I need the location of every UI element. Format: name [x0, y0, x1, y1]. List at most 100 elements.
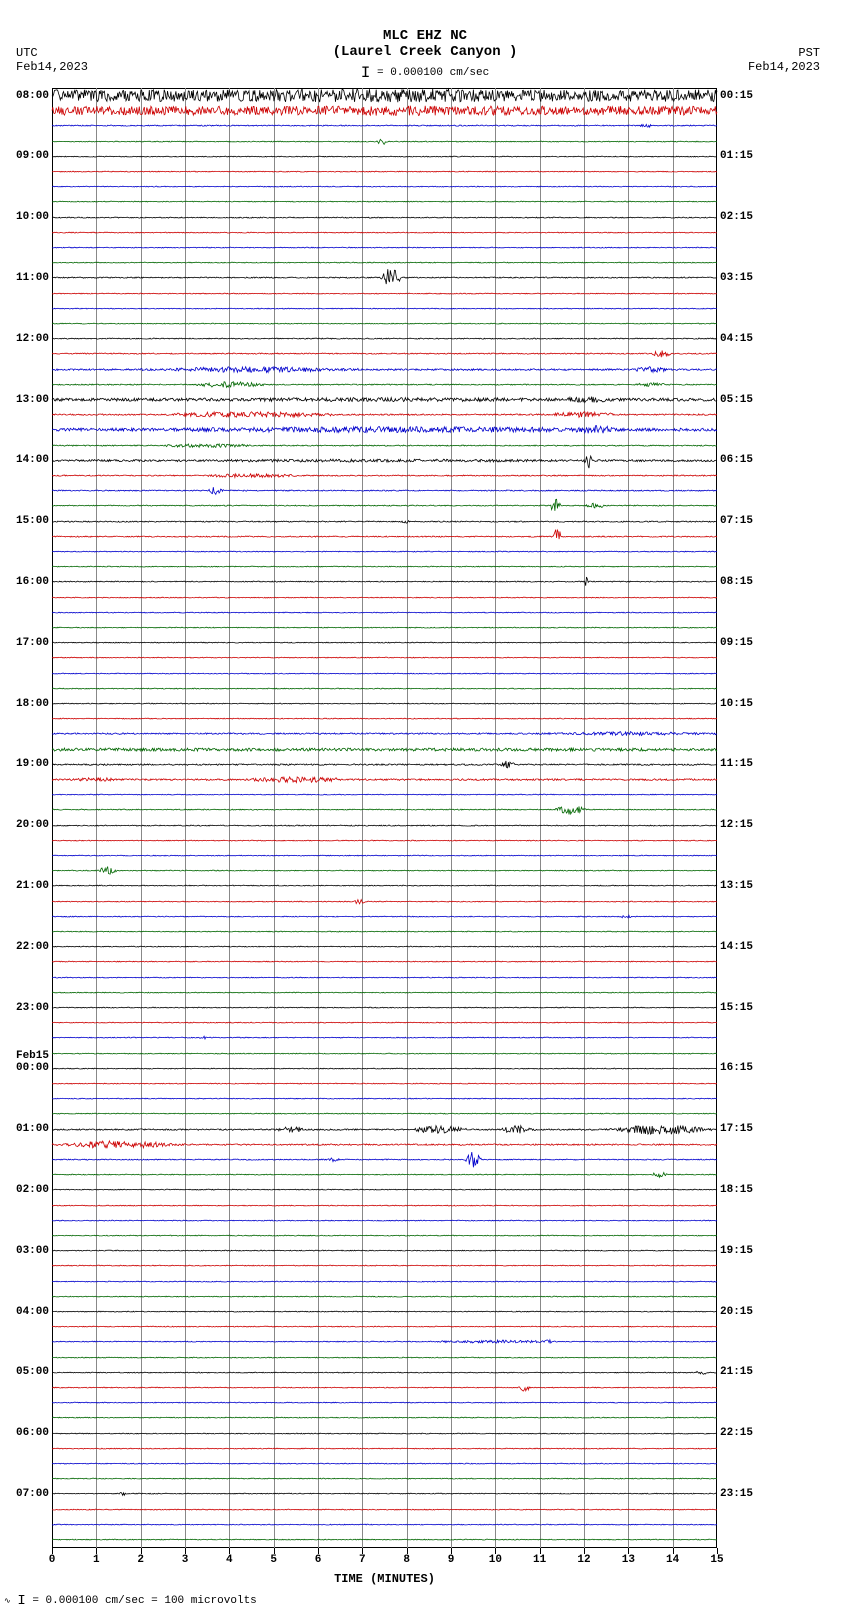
utc-time-label: 03:00 — [16, 1245, 49, 1257]
seismogram-trace — [52, 726, 717, 741]
seismogram-trace — [52, 483, 717, 498]
utc-time-label: 07:00 — [16, 1488, 49, 1500]
seismogram-trace: 21:0013:15 — [52, 878, 717, 893]
seismogram-trace — [52, 711, 717, 726]
seismogram-trace — [52, 422, 717, 437]
scale-bar-icon: I — [361, 64, 371, 82]
seismogram-trace — [52, 1167, 717, 1182]
pst-time-label: 12:15 — [720, 819, 753, 831]
seismogram-trace: 22:0014:15 — [52, 939, 717, 954]
pst-time-label: 04:15 — [720, 333, 753, 345]
seismogram-trace — [52, 681, 717, 696]
station-name: (Laurel Creek Canyon ) — [0, 44, 850, 60]
pst-time-label: 09:15 — [720, 637, 753, 649]
seismogram-trace — [52, 1274, 717, 1289]
x-tick-label: 0 — [49, 1554, 56, 1566]
x-tick-label: 15 — [710, 1554, 723, 1566]
x-tick-label: 1 — [93, 1554, 100, 1566]
seismogram-trace — [52, 255, 717, 270]
seismogram-trace — [52, 1380, 717, 1395]
seismogram-trace: 00:0016:15 — [52, 1061, 717, 1076]
seismogram-trace — [52, 529, 717, 544]
seismogram-trace — [52, 1471, 717, 1486]
x-tick-label: 5 — [270, 1554, 277, 1566]
seismogram-trace: 18:0010:15 — [52, 696, 717, 711]
x-tick-label: 9 — [448, 1554, 455, 1566]
pst-time-label: 16:15 — [720, 1062, 753, 1074]
seismogram-trace — [52, 179, 717, 194]
seismogram-trace: 08:0000:15 — [52, 88, 717, 103]
seismogram-trace — [52, 103, 717, 118]
seismogram-trace — [52, 605, 717, 620]
plot-area: 08:0000:1509:0001:1510:0002:1511:0003:15… — [52, 88, 717, 1548]
seismogram-trace — [52, 498, 717, 513]
seismogram-trace — [52, 438, 717, 453]
utc-time-label: 18:00 — [16, 698, 49, 710]
utc-time-label: 22:00 — [16, 941, 49, 953]
x-tick-label: 3 — [182, 1554, 189, 1566]
pst-time-label: 07:15 — [720, 515, 753, 527]
seismogram-trace: 03:0019:15 — [52, 1243, 717, 1258]
date-left: Feb14,2023 — [16, 60, 88, 74]
seismogram-trace — [52, 225, 717, 240]
seismogram-trace — [52, 544, 717, 559]
pst-time-label: 01:15 — [720, 150, 753, 162]
seismogram-trace — [52, 1046, 717, 1061]
seismogram-trace: 01:0017:15 — [52, 1122, 717, 1137]
utc-time-label: 23:00 — [16, 1002, 49, 1014]
utc-time-label: 01:00 — [16, 1123, 49, 1135]
utc-time-label: 17:00 — [16, 637, 49, 649]
seismogram-trace — [52, 1030, 717, 1045]
seismogram-trace: 02:0018:15 — [52, 1182, 717, 1197]
seismogram-trace — [52, 559, 717, 574]
pst-time-label: 14:15 — [720, 941, 753, 953]
station-id: MLC EHZ NC — [0, 28, 850, 44]
seismogram-trace — [52, 1350, 717, 1365]
seismogram-trace — [52, 909, 717, 924]
x-tick-label: 2 — [137, 1554, 144, 1566]
seismogram-trace — [52, 301, 717, 316]
seismogram-trace — [52, 1395, 717, 1410]
seismogram-trace — [52, 970, 717, 985]
x-tick-label: 10 — [489, 1554, 502, 1566]
utc-time-label: 05:00 — [16, 1366, 49, 1378]
footer-text: = 0.000100 cm/sec = 100 microvolts — [32, 1595, 256, 1607]
seismogram-trace — [52, 1137, 717, 1152]
seismogram-trace — [52, 924, 717, 939]
seismogram-trace — [52, 772, 717, 787]
pst-time-label: 15:15 — [720, 1002, 753, 1014]
x-tick-label: 11 — [533, 1554, 546, 1566]
seismogram-trace — [52, 1152, 717, 1167]
seismogram-trace — [52, 240, 717, 255]
pst-time-label: 05:15 — [720, 394, 753, 406]
pst-time-label: 19:15 — [720, 1245, 753, 1257]
seismogram-trace: 07:0023:15 — [52, 1486, 717, 1501]
seismogram-trace — [52, 1410, 717, 1425]
seismogram-trace — [52, 1228, 717, 1243]
pst-time-label: 03:15 — [720, 272, 753, 284]
seismogram-trace — [52, 286, 717, 301]
footer: ∿ I = 0.000100 cm/sec = 100 microvolts — [4, 1593, 257, 1609]
seismogram-trace — [52, 1015, 717, 1030]
seismogram-trace — [52, 346, 717, 361]
pst-time-label: 17:15 — [720, 1123, 753, 1135]
header: MLC EHZ NC (Laurel Creek Canyon ) I = 0.… — [0, 0, 850, 82]
seismogram-trace — [52, 666, 717, 681]
pst-time-label: 06:15 — [720, 454, 753, 466]
seismogram-trace — [52, 164, 717, 179]
seismogram-trace — [52, 316, 717, 331]
seismogram-trace — [52, 650, 717, 665]
seismogram-trace: 14:0006:15 — [52, 453, 717, 468]
x-tick-label: 8 — [403, 1554, 410, 1566]
utc-time-label: 12:00 — [16, 333, 49, 345]
pst-time-label: 21:15 — [720, 1366, 753, 1378]
date-break-label: Feb15 — [16, 1050, 49, 1062]
scale-value: = 0.000100 cm/sec — [377, 67, 489, 79]
seismogram-trace — [52, 620, 717, 635]
utc-time-label: 04:00 — [16, 1306, 49, 1318]
x-axis-title: TIME (MINUTES) — [52, 1572, 717, 1586]
seismogram-trace — [52, 894, 717, 909]
seismogram-trace — [52, 407, 717, 422]
seismogram-trace — [52, 848, 717, 863]
seismogram-trace: 16:0008:15 — [52, 574, 717, 589]
